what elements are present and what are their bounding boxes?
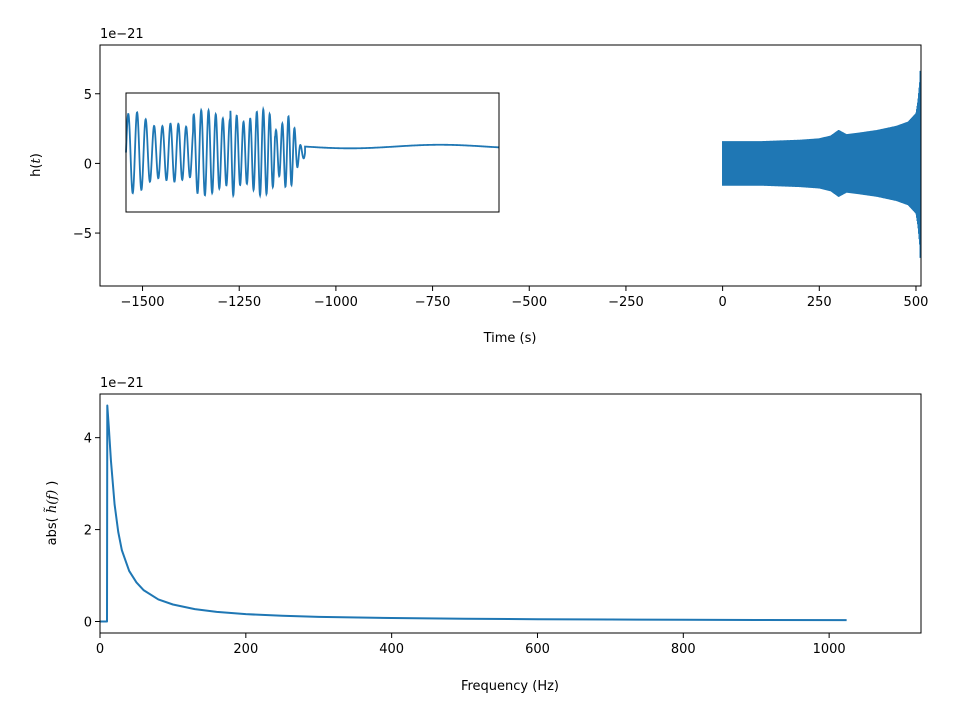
frequency-domain-x-tick-label: 200 <box>233 642 258 657</box>
time-domain-x-tick-label: 0 <box>718 295 726 310</box>
inset-waveform-line <box>125 105 500 199</box>
frequency-domain-x-tick-label: 1000 <box>813 642 846 657</box>
time-domain-x-tick-label: −1000 <box>314 295 358 310</box>
time-domain-x-tick-label: −750 <box>415 295 451 310</box>
time-domain-offset-text: 1e−21 <box>100 27 144 42</box>
frequency-spectrum-line <box>100 404 847 623</box>
frequency-domain-y-tick-label: 0 <box>84 616 92 631</box>
frequency-domain-plot-area <box>100 404 847 623</box>
time-domain-x-tick-label: 250 <box>807 295 832 310</box>
time-domain-panel: −1500 −1250 −1000 −750 −500 −250 0 250 500 −505 … <box>29 27 928 346</box>
frequency-domain-y-axis-label: abs( h̃(f) ) <box>43 481 60 546</box>
time-domain-x-tick-label: −1500 <box>121 295 165 310</box>
frequency-domain-axes-frame <box>99 393 922 634</box>
time-domain-waveform-line <box>722 70 921 258</box>
time-domain-x-axis-label: Time (s) <box>483 331 537 346</box>
frequency-domain-x-ticks: 0 200 400 600 800 1000 <box>96 633 846 657</box>
time-domain-x-ticks: −1500 −1250 −1000 −750 −500 −250 0 250 500 <box>121 286 929 310</box>
inset-frame <box>125 92 500 213</box>
time-domain-x-tick-label: 500 <box>904 295 929 310</box>
time-domain-y-tick-label: 0 <box>84 157 92 172</box>
frequency-domain-y-tick-label: 4 <box>84 432 92 447</box>
time-domain-plot-area <box>125 70 921 258</box>
time-domain-x-tick-label: −1250 <box>217 295 261 310</box>
time-domain-y-ticks: −5 0 5 <box>73 88 100 242</box>
frequency-domain-panel: 0 200 400 600 800 1000 0 2 4 1e−21 Frequency (H… <box>43 376 922 694</box>
frequency-domain-x-tick-label: 600 <box>525 642 550 657</box>
time-domain-x-tick-label: −250 <box>608 295 644 310</box>
frequency-domain-x-tick-label: 0 <box>96 642 104 657</box>
time-domain-axes-frame <box>99 44 922 287</box>
time-domain-y-tick-label: −5 <box>73 227 92 242</box>
time-domain-y-axis-label: h(t) <box>29 153 44 177</box>
frequency-domain-x-tick-label: 800 <box>671 642 696 657</box>
frequency-domain-x-tick-label: 400 <box>379 642 404 657</box>
frequency-domain-y-ticks: 0 2 4 <box>84 432 100 631</box>
time-domain-y-tick-label: 5 <box>84 88 92 103</box>
time-domain-x-tick-label: −500 <box>511 295 547 310</box>
frequency-domain-x-axis-label: Frequency (Hz) <box>461 679 559 694</box>
frequency-domain-offset-text: 1e−21 <box>100 376 144 391</box>
frequency-domain-y-tick-label: 2 <box>84 524 92 539</box>
